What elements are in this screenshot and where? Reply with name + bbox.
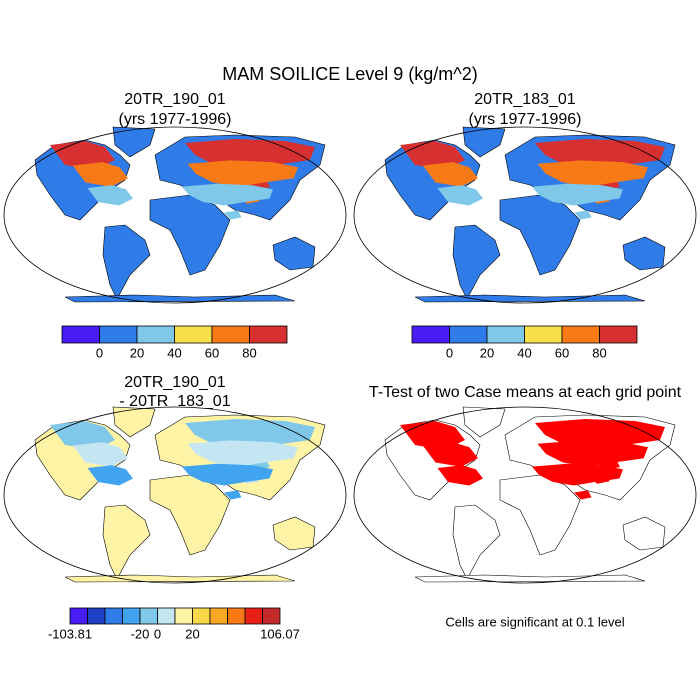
map <box>353 406 697 584</box>
colorbar-label: 60 <box>555 345 569 360</box>
colorbar-label: 0 <box>154 626 161 641</box>
colorbar-box <box>262 607 281 625</box>
map-border <box>3 406 347 584</box>
colorbar-label: 0 <box>96 345 103 360</box>
colorbar-label: 20 <box>185 626 199 641</box>
colorbar-label: 80 <box>592 345 606 360</box>
colorbar-box <box>99 325 138 344</box>
colorbar-box <box>561 325 600 344</box>
map-border <box>353 406 697 584</box>
map-panel: T-Test of two Case means at each grid po… <box>353 384 697 629</box>
colorbar-box <box>244 607 263 625</box>
colorbar-box <box>122 607 141 625</box>
colorbar-label: 0 <box>446 345 453 360</box>
colorbar-label: 106.07 <box>260 626 300 641</box>
panel-title: 20TR_183_01 <box>474 91 576 108</box>
map-panel: 20TR_183_01 (yrs 1977-1996) 0 20 40 60 80 <box>353 91 697 360</box>
colorbar-label: -20 <box>131 626 150 641</box>
panel-title: (yrs 1977-1996) <box>469 111 582 128</box>
colorbar-box <box>449 325 488 344</box>
colorbar-box <box>136 325 175 344</box>
panel-title: - 20TR_183_01 <box>119 393 230 410</box>
map-border <box>353 126 697 304</box>
colorbar-label: 40 <box>517 345 531 360</box>
colorbar-box <box>104 607 123 625</box>
colorbar-box <box>249 325 288 344</box>
map-border <box>3 126 347 304</box>
map-panel: 20TR_190_01 (yrs 1977-1996) 0 20 40 60 80 <box>3 91 347 360</box>
colorbar-label: 20 <box>130 345 144 360</box>
colorbar: 0 20 40 60 80 <box>411 325 638 360</box>
colorbar-box <box>524 325 563 344</box>
colorbar-box <box>69 607 88 625</box>
figure-title: MAM SOILICE Level 9 (kg/m^2) <box>222 64 478 84</box>
map <box>3 406 347 584</box>
colorbar-box <box>211 325 250 344</box>
colorbar-label: 80 <box>242 345 256 360</box>
note: Cells are significant at 0.1 level <box>445 614 624 629</box>
panel-title: 20TR_190_01 <box>124 374 226 391</box>
colorbar-box <box>174 607 193 625</box>
panels: 20TR_190_01(yrs 1977-1996)0 20 40 60 8020TR_… <box>3 91 697 641</box>
colorbar-box <box>87 607 106 625</box>
colorbar-box <box>486 325 525 344</box>
colorbar: -103.81 -20 0 20 106.07 <box>48 607 300 641</box>
colorbar-box <box>139 607 158 625</box>
panel-title: 20TR_190_01 <box>124 91 226 108</box>
map <box>3 126 347 304</box>
map-panel: 20TR_190_01 - 20TR_183_01 -103.81 -20 0 20 106… <box>3 374 347 641</box>
colorbar-box <box>61 325 100 344</box>
map <box>353 126 697 304</box>
colorbar-box <box>192 607 211 625</box>
colorbar-label: 60 <box>205 345 219 360</box>
colorbar-box <box>209 607 228 625</box>
colorbar-label: 20 <box>480 345 494 360</box>
colorbar-box <box>599 325 638 344</box>
panel-title: T-Test of two Case means at each grid po… <box>369 384 682 401</box>
colorbar: 0 20 40 60 80 <box>61 325 288 360</box>
colorbar-box <box>157 607 176 625</box>
colorbar-box <box>227 607 246 625</box>
colorbar-box <box>174 325 213 344</box>
panel-title: (yrs 1977-1996) <box>119 111 232 128</box>
colorbar-label: -103.81 <box>48 626 92 641</box>
colorbar-box <box>411 325 450 344</box>
colorbar-label: 40 <box>167 345 181 360</box>
